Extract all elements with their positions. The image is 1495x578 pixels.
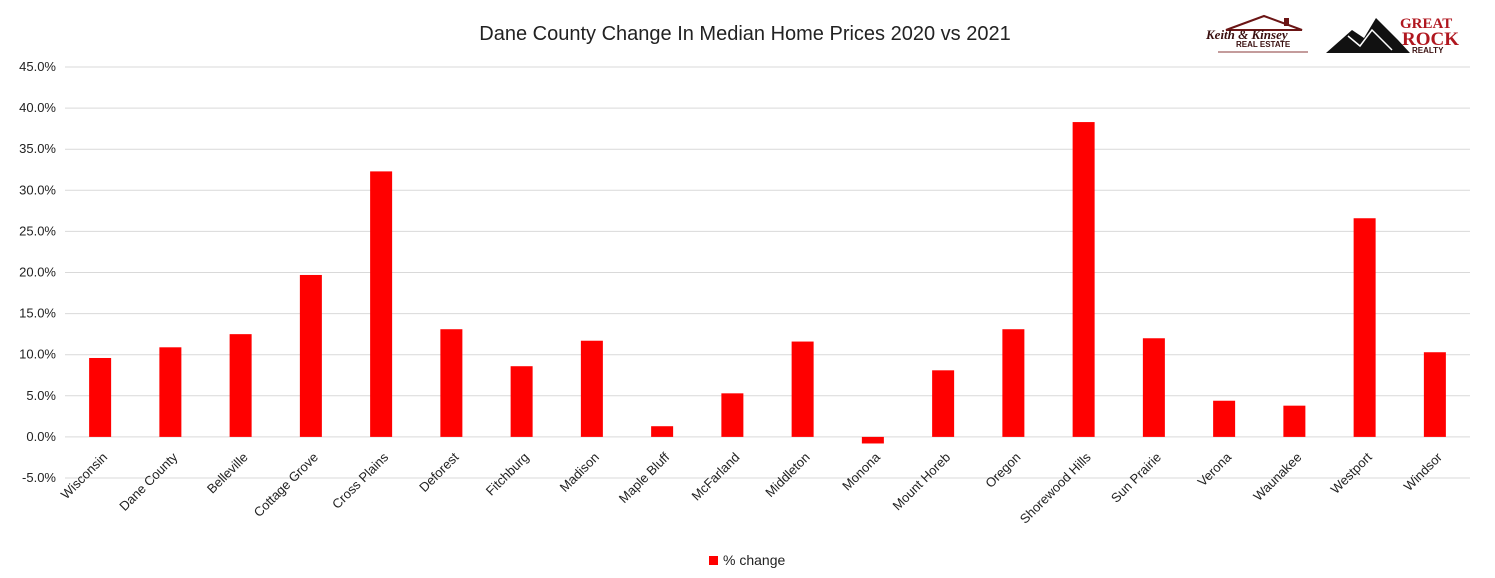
x-tick-label: Waunakee <box>1250 450 1304 504</box>
x-tick-label: Verona <box>1195 449 1235 489</box>
bar-deforest <box>440 329 463 437</box>
bar-mount-horeb <box>932 370 955 437</box>
great-rock-realty: REALTY <box>1412 46 1444 55</box>
bar-waunakee <box>1283 405 1306 437</box>
y-tick-label: 35.0% <box>19 141 56 156</box>
bar-middleton <box>791 341 814 437</box>
y-tick-label: 40.0% <box>19 100 56 115</box>
y-axis-ticks: -5.0% 0.0% 5.0% 10.0% 15.0% 20.0% 25.0% 30.0% 35… <box>19 59 56 485</box>
legend-label: % change <box>723 552 785 568</box>
x-tick-label: McFarland <box>688 450 742 504</box>
bar-mcfarland <box>721 393 744 437</box>
bar-cross-plains <box>370 171 393 437</box>
gridlines <box>65 66 1470 479</box>
x-tick-label: Shorewood Hills <box>1017 449 1094 526</box>
x-tick-label: Cottage Grove <box>251 450 321 520</box>
legend: % change <box>709 552 785 568</box>
x-tick-label: Westport <box>1328 449 1375 496</box>
y-tick-label: 5.0% <box>26 388 56 403</box>
bar-verona <box>1213 400 1236 437</box>
keith-kinsey-name: Keith & Kinsey <box>1205 27 1288 42</box>
bar-sun-prairie <box>1142 338 1165 437</box>
bar-westport <box>1353 218 1376 437</box>
x-tick-label: Oregon <box>982 450 1023 491</box>
legend-swatch <box>709 556 718 565</box>
bar-madison <box>580 340 603 437</box>
x-tick-label: Wisconsin <box>58 450 111 503</box>
bar-oregon <box>1002 329 1025 437</box>
bar-cottage-grove <box>299 274 322 437</box>
y-tick-label: 10.0% <box>19 347 56 362</box>
y-tick-label: 30.0% <box>19 182 56 197</box>
x-tick-label: Middleton <box>762 450 812 500</box>
y-tick-label: 15.0% <box>19 306 56 321</box>
y-tick-label: 20.0% <box>19 265 56 280</box>
chart-title: Dane County Change In Median Home Prices… <box>479 23 1010 45</box>
x-tick-label: Madison <box>557 450 602 495</box>
bar-shorewood-hills <box>1072 122 1095 437</box>
x-tick-label: Belleville <box>204 450 251 497</box>
bar-monona <box>861 436 884 444</box>
bar-belleville <box>229 334 252 437</box>
y-tick-label: 0.0% <box>26 429 56 444</box>
mountain-snow-icon <box>1347 28 1393 51</box>
x-tick-label: Fitchburg <box>483 450 532 499</box>
y-tick-label: 25.0% <box>19 223 56 238</box>
x-axis-labels: Wisconsin Dane County Belleville Cottage Gr… <box>58 449 1446 527</box>
bars <box>89 122 1446 444</box>
chimney-icon <box>1284 18 1289 26</box>
great-rock-rock: ROCK <box>1402 29 1459 50</box>
keith-kinsey-logo: Keith & Kinsey REAL ESTATE <box>1205 14 1308 53</box>
x-tick-label: Mount Horeb <box>889 450 953 514</box>
x-tick-label: Dane County <box>116 449 181 514</box>
bar-maple-bluff <box>651 426 674 437</box>
bar-dane-county <box>159 347 182 437</box>
x-tick-label: Deforest <box>416 449 462 495</box>
bar-windsor <box>1423 352 1446 437</box>
house-roof-icon <box>1225 14 1303 31</box>
y-tick-label: -5.0% <box>22 470 56 485</box>
bar-wisconsin <box>89 357 112 437</box>
y-tick-label: 45.0% <box>19 59 56 74</box>
x-tick-label: Monona <box>839 449 883 493</box>
bar-fitchburg <box>510 366 533 437</box>
keith-kinsey-sub: REAL ESTATE <box>1236 40 1291 49</box>
x-tick-label: Windsor <box>1401 449 1446 494</box>
great-rock-logo: GREAT ROCK REALTY <box>1326 16 1459 55</box>
great-rock-great: GREAT <box>1400 16 1452 32</box>
x-tick-label: Cross Plains <box>329 449 392 512</box>
